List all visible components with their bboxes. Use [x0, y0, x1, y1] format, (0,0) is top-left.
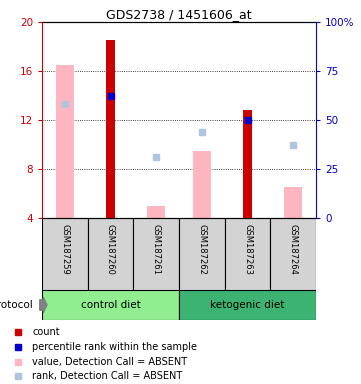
Text: GSM187259: GSM187259: [60, 224, 69, 275]
Bar: [133, 218, 179, 290]
Bar: [179, 290, 316, 320]
Text: ketogenic diet: ketogenic diet: [210, 300, 285, 310]
Bar: [193, 151, 210, 218]
Text: count: count: [32, 326, 60, 336]
Text: GSM187263: GSM187263: [243, 224, 252, 275]
Bar: [179, 218, 225, 290]
Bar: [148, 206, 165, 218]
Bar: [243, 110, 252, 218]
Bar: [270, 218, 316, 290]
Bar: [284, 187, 302, 218]
Text: percentile rank within the sample: percentile rank within the sample: [32, 342, 197, 352]
Text: control diet: control diet: [81, 300, 140, 310]
Text: GSM187264: GSM187264: [289, 224, 298, 275]
Text: protocol: protocol: [0, 300, 33, 310]
Text: GSM187261: GSM187261: [152, 224, 161, 275]
Bar: [106, 40, 115, 218]
FancyArrow shape: [40, 298, 47, 313]
Text: GSM187260: GSM187260: [106, 224, 115, 275]
Text: rank, Detection Call = ABSENT: rank, Detection Call = ABSENT: [32, 371, 182, 381]
Bar: [88, 218, 133, 290]
Text: value, Detection Call = ABSENT: value, Detection Call = ABSENT: [32, 357, 187, 367]
Bar: [56, 65, 74, 218]
Bar: [42, 290, 179, 320]
Bar: [225, 218, 270, 290]
Text: GSM187262: GSM187262: [197, 224, 206, 275]
Bar: [42, 218, 88, 290]
Title: GDS2738 / 1451606_at: GDS2738 / 1451606_at: [106, 8, 252, 21]
